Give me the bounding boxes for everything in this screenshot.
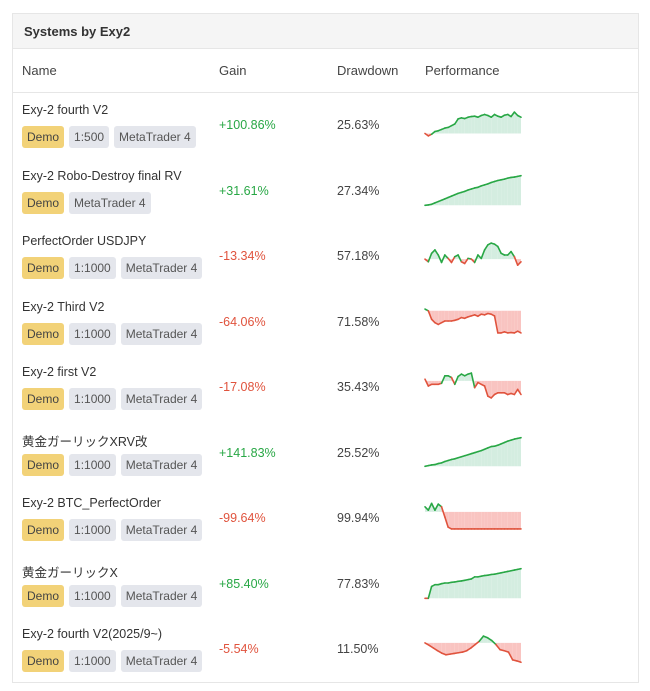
drawdown-value: 71.58% bbox=[337, 314, 380, 329]
column-performance[interactable]: Performance bbox=[425, 63, 500, 78]
table-row[interactable]: Exy-2 first V2 Demo 1:1000 MetaTrader 4 -1… bbox=[13, 355, 638, 421]
table-row[interactable]: Exy-2 BTC_PerfectOrder Demo 1:1000 MetaTra… bbox=[13, 486, 638, 552]
performance-sparkline bbox=[424, 635, 522, 664]
badge-group: Demo MetaTrader 4 bbox=[22, 191, 151, 214]
leverage-badge: 1:1000 bbox=[69, 584, 116, 607]
drawdown-value: 11.50% bbox=[337, 642, 379, 656]
account-type-badge: Demo bbox=[22, 388, 65, 410]
leverage-badge: 1:1000 bbox=[69, 322, 116, 345]
table-row[interactable]: Exy-2 Robo-Destroy final RV Demo MetaTrad… bbox=[13, 159, 638, 225]
badge-group: Demo 1:1000 MetaTrader 4 bbox=[22, 519, 203, 541]
platform-badge: MetaTrader 4 bbox=[120, 650, 203, 672]
drawdown-value: 25.63% bbox=[337, 118, 380, 132]
leverage-badge: 1:1000 bbox=[69, 388, 116, 410]
drawdown-value: 35.43% bbox=[337, 380, 380, 394]
account-type-badge: Demo bbox=[22, 453, 65, 476]
account-type-badge: Demo bbox=[22, 584, 65, 607]
platform-badge: MetaTrader 4 bbox=[120, 453, 203, 476]
badge-group: Demo 1:1000 MetaTrader 4 bbox=[22, 388, 203, 410]
systems-card: Systems by Exy2 Name Gain Drawdown Perfo… bbox=[12, 13, 639, 683]
account-type-badge: Demo bbox=[22, 191, 65, 214]
system-name-link[interactable]: PerfectOrder USDJPY bbox=[22, 234, 147, 248]
badge-group: Demo 1:1000 MetaTrader 4 bbox=[22, 584, 203, 607]
badge-group: Demo 1:1000 MetaTrader 4 bbox=[22, 322, 203, 345]
performance-sparkline bbox=[424, 372, 522, 399]
badge-group: Demo 1:500 MetaTrader 4 bbox=[22, 126, 196, 148]
gain-value: -17.08% bbox=[219, 380, 266, 394]
system-name-link[interactable]: 黄金ガーリックX bbox=[22, 565, 118, 580]
table-header: Name Gain Drawdown Performance bbox=[13, 49, 638, 93]
account-type-badge: Demo bbox=[22, 519, 65, 541]
system-name-link[interactable]: Exy-2 Third V2 bbox=[22, 299, 105, 314]
gain-value: +100.86% bbox=[219, 118, 276, 132]
platform-badge: MetaTrader 4 bbox=[120, 322, 203, 345]
system-name-link[interactable]: Exy-2 first V2 bbox=[22, 365, 97, 379]
performance-sparkline bbox=[424, 502, 522, 530]
system-name-link[interactable]: Exy-2 Robo-Destroy final RV bbox=[22, 168, 182, 183]
gain-value: +141.83% bbox=[219, 445, 276, 460]
system-name-link[interactable]: Exy-2 BTC_PerfectOrder bbox=[22, 496, 161, 510]
leverage-badge: 1:1000 bbox=[69, 257, 116, 279]
drawdown-value: 99.94% bbox=[337, 511, 380, 525]
gain-value: -64.06% bbox=[219, 314, 266, 329]
performance-sparkline bbox=[424, 307, 522, 334]
gain-value: -5.54% bbox=[219, 642, 259, 656]
platform-badge: MetaTrader 4 bbox=[114, 126, 196, 148]
table-row[interactable]: PerfectOrder USDJPY Demo 1:1000 MetaTrader… bbox=[13, 224, 638, 290]
platform-badge: MetaTrader 4 bbox=[120, 584, 203, 607]
leverage-badge: 1:1000 bbox=[69, 453, 116, 476]
table-row[interactable]: Exy-2 fourth V2(2025/9~) Demo 1:1000 MetaT… bbox=[13, 617, 638, 683]
account-type-badge: Demo bbox=[22, 650, 65, 672]
leverage-badge: 1:500 bbox=[69, 126, 110, 148]
badge-group: Demo 1:1000 MetaTrader 4 bbox=[22, 453, 203, 476]
performance-sparkline bbox=[424, 174, 522, 206]
badge-group: Demo 1:1000 MetaTrader 4 bbox=[22, 650, 203, 672]
table-row[interactable]: 黄金ガーリックX Demo 1:1000 MetaTrader 4 +85.40% … bbox=[13, 552, 638, 618]
account-type-badge: Demo bbox=[22, 322, 65, 345]
column-name[interactable]: Name bbox=[22, 63, 57, 78]
platform-badge: MetaTrader 4 bbox=[120, 519, 203, 541]
card-title: Systems by Exy2 bbox=[24, 23, 131, 39]
performance-sparkline bbox=[424, 242, 522, 267]
drawdown-value: 25.52% bbox=[337, 445, 380, 460]
platform-badge: MetaTrader 4 bbox=[120, 257, 203, 279]
leverage-badge: 1:1000 bbox=[69, 519, 116, 541]
drawdown-value: 77.83% bbox=[337, 576, 380, 591]
gain-value: -13.34% bbox=[219, 249, 266, 263]
drawdown-value: 57.18% bbox=[337, 249, 380, 263]
leverage-badge: 1:1000 bbox=[69, 650, 116, 672]
platform-badge: MetaTrader 4 bbox=[69, 191, 151, 214]
system-name-link[interactable]: 黄金ガーリックXRV改 bbox=[22, 434, 148, 449]
performance-sparkline bbox=[424, 567, 522, 599]
performance-sparkline bbox=[424, 436, 522, 467]
table-row[interactable]: Exy-2 Third V2 Demo 1:1000 MetaTrader 4 -6… bbox=[13, 290, 638, 356]
account-type-badge: Demo bbox=[22, 126, 65, 148]
column-drawdown[interactable]: Drawdown bbox=[337, 63, 399, 78]
systems-list: Exy-2 fourth V2 Demo 1:500 MetaTrader 4 +1… bbox=[13, 93, 638, 683]
table-row[interactable]: 黄金ガーリックXRV改 Demo 1:1000 MetaTrader 4 +141.… bbox=[13, 421, 638, 487]
gain-value: +85.40% bbox=[219, 576, 269, 591]
table-row[interactable]: Exy-2 fourth V2 Demo 1:500 MetaTrader 4 +1… bbox=[13, 93, 638, 159]
performance-sparkline bbox=[424, 111, 522, 137]
platform-badge: MetaTrader 4 bbox=[120, 388, 203, 410]
drawdown-value: 27.34% bbox=[337, 183, 380, 198]
system-name-link[interactable]: Exy-2 fourth V2 bbox=[22, 103, 109, 117]
badge-group: Demo 1:1000 MetaTrader 4 bbox=[22, 257, 203, 279]
gain-value: +31.61% bbox=[219, 183, 269, 198]
account-type-badge: Demo bbox=[22, 257, 65, 279]
system-name-link[interactable]: Exy-2 fourth V2(2025/9~) bbox=[22, 627, 163, 641]
gain-value: -99.64% bbox=[219, 511, 266, 525]
card-header: Systems by Exy2 bbox=[13, 14, 638, 49]
column-gain[interactable]: Gain bbox=[219, 63, 247, 78]
